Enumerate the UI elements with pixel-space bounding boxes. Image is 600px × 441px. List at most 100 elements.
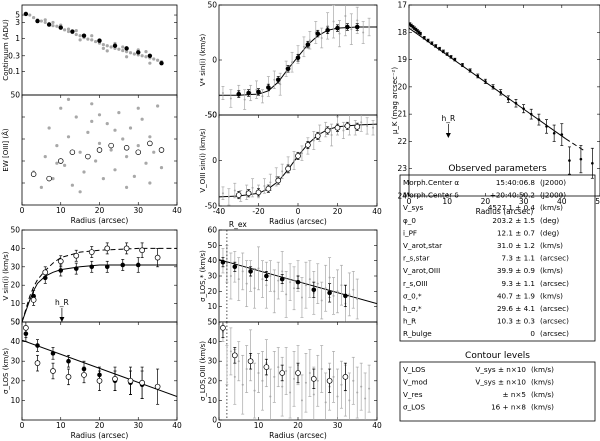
y-tick-label: 0: [212, 416, 217, 425]
open-data-point: [324, 127, 331, 134]
table-row: r_s,OIII 9.3 ± 1.1 (arcsec): [403, 279, 569, 288]
open-data-point: [96, 147, 103, 153]
param-unit: (arcsec): [540, 254, 569, 263]
black-data-point: [305, 42, 311, 47]
grey-data-point: [320, 299, 323, 302]
open-data-point: [139, 247, 145, 254]
param-name: r_s,star: [403, 254, 430, 263]
grey-data-point: [101, 46, 105, 50]
open-data-point: [245, 190, 252, 197]
open-data-point: [135, 149, 142, 155]
y-tick-label: 40: [10, 244, 20, 253]
grey-data-point: [70, 183, 74, 187]
grey-data-point: [59, 106, 63, 110]
black-data-point: [295, 279, 301, 285]
open-data-point: [326, 377, 333, 384]
black-data-point: [484, 80, 487, 83]
grey-data-point: [94, 159, 98, 163]
grey-data-point: [372, 126, 375, 129]
grey-data-point: [245, 368, 248, 371]
dashed-model-line: [22, 247, 177, 322]
grey-data-point: [82, 170, 86, 174]
black-data-point: [73, 266, 79, 271]
open-data-point: [147, 140, 153, 147]
x-tick-label: 30: [333, 421, 343, 430]
grey-data-point: [277, 366, 280, 369]
x-tick-label: 30: [133, 421, 143, 430]
grey-data-point: [304, 284, 307, 287]
open-data-point: [42, 269, 49, 276]
black-data-point: [419, 32, 422, 35]
table-row: h_R 10.3 ± 0.3 (arcsec): [403, 317, 569, 326]
grey-data-point: [273, 375, 276, 378]
grey-data-point: [140, 54, 144, 58]
y-tick-label: 10: [207, 396, 217, 405]
x-tick-label: 30: [133, 206, 143, 215]
grey-data-point: [241, 270, 244, 273]
grey-data-point: [320, 368, 323, 371]
x-tick-label: 0: [217, 421, 222, 430]
x-tick-label: 40: [557, 197, 567, 206]
y-axis-title: σ_LOS (km/s): [2, 348, 10, 394]
open-data-point: [275, 177, 282, 184]
grey-data-point: [269, 275, 272, 277]
open-data-point: [81, 372, 87, 378]
grey-data-point: [257, 267, 260, 270]
open-data-point: [263, 364, 270, 370]
black-data-point: [445, 52, 449, 56]
grey-data-point: [90, 102, 94, 106]
grey-data-point: [312, 139, 315, 142]
grey-data-point: [253, 389, 256, 392]
black-data-point: [112, 43, 118, 48]
open-data-point: [310, 375, 317, 382]
x-tick-label: 20: [333, 207, 343, 216]
grey-data-point: [300, 399, 303, 402]
param-name: Morph.Center δ: [403, 191, 459, 200]
grey-data-point: [366, 124, 369, 127]
grey-data-point: [265, 284, 268, 287]
black-data-point: [279, 276, 285, 282]
black-data-point: [275, 77, 281, 83]
param-unit: (arcsec): [540, 317, 569, 326]
grey-data-point: [281, 270, 284, 273]
y-tick-label: 10: [10, 299, 20, 308]
y-axis-title: σ_LOS,OIII (km/s): [199, 341, 207, 401]
param-value: 40.7 ± 1.9: [497, 291, 535, 300]
black-data-point: [522, 107, 525, 110]
param-unit: (km/s): [531, 390, 554, 399]
grey-data-point: [152, 57, 156, 61]
y-tick-label: 23: [397, 164, 407, 173]
grey-data-point: [243, 98, 246, 101]
grey-data-point: [291, 61, 294, 64]
param-unit: (km/s): [540, 203, 563, 212]
x-axis-title: Radius (arcsec): [269, 431, 327, 440]
param-value: 12.1 ± 0.7: [497, 228, 535, 237]
black-data-point: [66, 358, 71, 364]
grey-data-point: [43, 20, 47, 25]
y-tick-label: -50: [205, 202, 217, 211]
param-unit: (arcsec): [540, 329, 569, 338]
black-data-point: [295, 55, 301, 61]
param-value: +20:40:50.2: [490, 191, 535, 200]
black-data-point: [579, 157, 583, 161]
x-tick-label: 20: [95, 206, 105, 215]
open-data-point: [30, 297, 37, 303]
param-name: σ_LOS: [403, 403, 426, 412]
black-data-point: [232, 264, 238, 270]
open-data-point: [235, 192, 242, 198]
open-data-point: [57, 258, 64, 265]
param-name: V_mod: [403, 378, 427, 387]
black-data-point: [315, 31, 321, 36]
black-data-point: [461, 63, 464, 67]
grey-data-point: [251, 186, 254, 189]
table-row: σ_0,* 40.7 ± 1.9 (km/s): [403, 291, 563, 300]
grey-data-point: [302, 45, 305, 48]
black-data-point: [545, 125, 548, 128]
open-data-point: [314, 133, 321, 139]
open-data-point: [295, 153, 301, 159]
panel-p5: 0 10 20 30 40 50 17 18 19 20 21 22 23 24 Radius (arcse…: [391, 1, 600, 216]
h-r-arrow-head: [445, 133, 451, 138]
grey-data-point: [148, 135, 152, 139]
param-value: 0: [530, 329, 535, 338]
y-axis-title: V_OIII sin(i) (km/s): [199, 128, 207, 192]
